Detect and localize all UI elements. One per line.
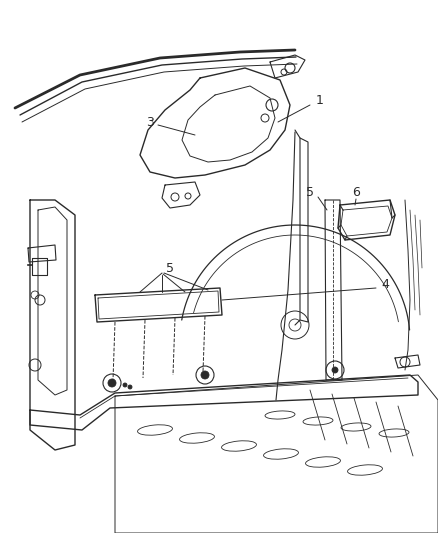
Circle shape [332, 367, 338, 373]
Text: 6: 6 [352, 185, 360, 198]
Circle shape [123, 383, 127, 387]
Text: 3: 3 [146, 116, 154, 128]
Text: 1: 1 [316, 93, 324, 107]
Text: 5: 5 [166, 262, 174, 274]
Circle shape [108, 379, 116, 387]
Text: 5: 5 [306, 185, 314, 198]
Circle shape [201, 371, 209, 379]
Circle shape [128, 385, 132, 389]
Text: 4: 4 [381, 279, 389, 292]
